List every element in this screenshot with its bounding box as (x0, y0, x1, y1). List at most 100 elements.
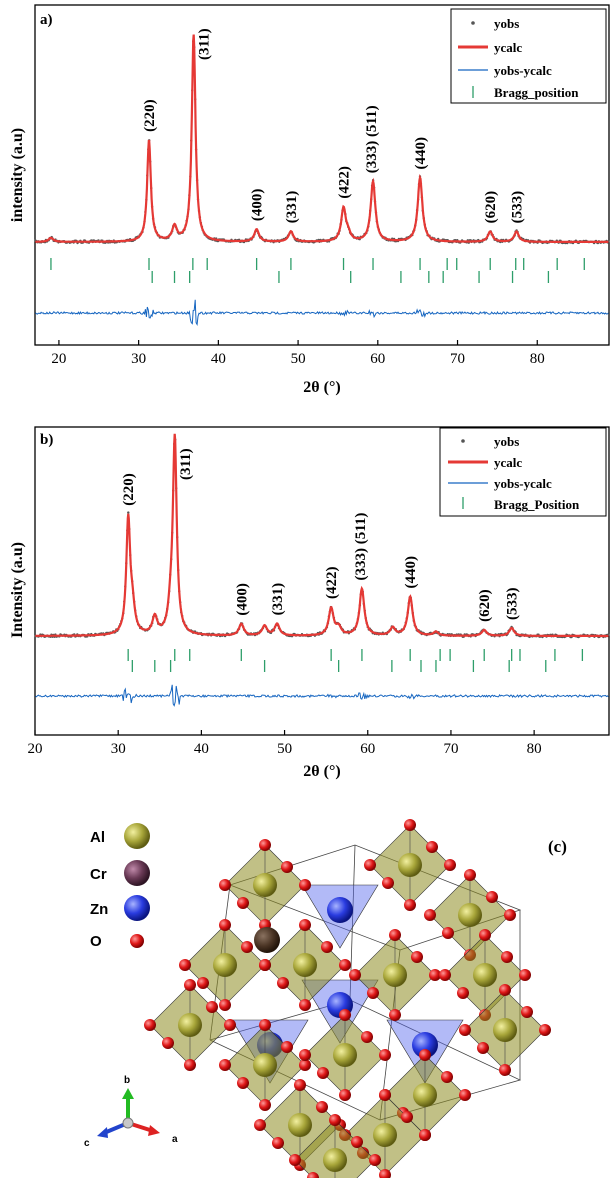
o-atom (351, 1136, 363, 1148)
o-atom (317, 1067, 329, 1079)
zn-sphere-icon (124, 895, 150, 921)
o-sphere-icon (130, 934, 144, 948)
c-axis-label: c (84, 1138, 90, 1149)
a-axis-head-icon (148, 1125, 160, 1136)
peak-label: (620) (477, 589, 493, 622)
o-atom (382, 877, 394, 889)
o-atom (219, 1059, 231, 1071)
o-atom (389, 929, 401, 941)
o-atom (259, 839, 271, 851)
atom-legend: Al Cr Zn O (90, 823, 150, 950)
x-tick-label: 60 (360, 741, 375, 757)
yobs-point (127, 511, 130, 514)
x-axis-title: 2θ (°) (303, 763, 340, 780)
legend-bragg: Bragg_position (494, 85, 579, 100)
b-axis-head-icon (122, 1088, 134, 1099)
x-tick-label: 50 (291, 351, 306, 367)
legend-yobs-marker (471, 21, 475, 25)
legend-cr-label: Cr (90, 866, 107, 883)
o-atom (219, 919, 231, 931)
legend-diff: yobs-ycalc (494, 63, 552, 78)
peak-label: (440) (403, 556, 419, 589)
diff-line (35, 684, 609, 707)
y-axis-title: Intensity (a.u) (9, 542, 26, 638)
peak-label: (311) (197, 28, 213, 60)
o-atom (219, 999, 231, 1011)
panel-label: a) (40, 12, 53, 28)
o-atom (184, 1059, 196, 1071)
al-atom (178, 1013, 202, 1037)
al-atom (493, 1018, 517, 1042)
peak-label: (620) (483, 191, 499, 224)
o-atom (419, 1129, 431, 1141)
al-sphere-icon (124, 823, 150, 849)
o-atom (224, 1019, 236, 1031)
o-atom (339, 1009, 351, 1021)
legend-diff: yobs-ycalc (494, 476, 552, 491)
o-atom (184, 979, 196, 991)
ycalc-line (35, 34, 609, 243)
o-atom (441, 1071, 453, 1083)
x-tick-label: 70 (443, 741, 458, 757)
al-atom (288, 1113, 312, 1137)
o-atom (307, 1172, 319, 1178)
o-atom (442, 927, 454, 939)
peak-label: (331) (284, 191, 300, 224)
o-atom (486, 891, 498, 903)
cr-sphere-icon (124, 860, 150, 886)
peak-label: (533) (510, 191, 526, 224)
o-atom (339, 959, 351, 971)
o-atom (144, 1019, 156, 1031)
o-atom (404, 899, 416, 911)
o-atom (259, 1019, 271, 1031)
x-tick-label: 20 (28, 741, 43, 757)
legend-box (450, 8, 607, 104)
peak-label: (400) (250, 189, 266, 222)
al-atom (253, 873, 277, 897)
o-atom (339, 1089, 351, 1101)
o-atom (429, 969, 441, 981)
x-tick-label: 40 (211, 351, 226, 367)
legend: yobs ycalc yobs-ycalc Bragg_position (450, 8, 607, 104)
o-atom (519, 969, 531, 981)
o-atom (316, 1101, 328, 1113)
o-atom (499, 984, 511, 996)
al-atom (293, 953, 317, 977)
legend-yobs-marker (461, 439, 465, 443)
crystal-structure: (c) Al Cr Zn O b a c (84, 819, 567, 1178)
axis-triad: b a c (84, 1075, 178, 1149)
plot-frame (34, 426, 610, 736)
o-atom (404, 819, 416, 831)
peak-label: (333) (511) (364, 105, 380, 173)
peak-label: (440) (413, 137, 429, 170)
o-atom (259, 959, 271, 971)
o-atom (426, 841, 438, 853)
xrd-chart-b: b) yobs ycalc yobs-ycalc Bragg_Position … (9, 426, 610, 780)
al-atom (213, 953, 237, 977)
x-tick-label: 60 (370, 351, 385, 367)
o-atom (379, 1089, 391, 1101)
o-atom (299, 919, 311, 931)
x-axis-title: 2θ (°) (303, 379, 340, 396)
o-atom (237, 1077, 249, 1089)
o-atom (259, 1099, 271, 1111)
a-axis-label: a (172, 1134, 178, 1145)
cr-atom (254, 927, 280, 953)
x-tick-label: 30 (111, 741, 126, 757)
o-atom (294, 1079, 306, 1091)
legend-yobs: yobs (494, 16, 519, 31)
al-atom (458, 903, 482, 927)
o-atom (401, 1111, 413, 1123)
zn-atom (327, 897, 353, 923)
o-atom (272, 1137, 284, 1149)
x-tick-label: 50 (277, 741, 292, 757)
o-atom (521, 1006, 533, 1018)
o-atom (459, 1089, 471, 1101)
o-atom (361, 1031, 373, 1043)
xrd-chart-a: a) yobs ycalc yobs-ycalc Bragg_position … (9, 4, 610, 396)
o-atom (539, 1024, 551, 1036)
o-atom (206, 1001, 218, 1013)
o-atom (329, 1114, 341, 1126)
origin-sphere (122, 1117, 134, 1129)
o-atom (299, 1059, 311, 1071)
